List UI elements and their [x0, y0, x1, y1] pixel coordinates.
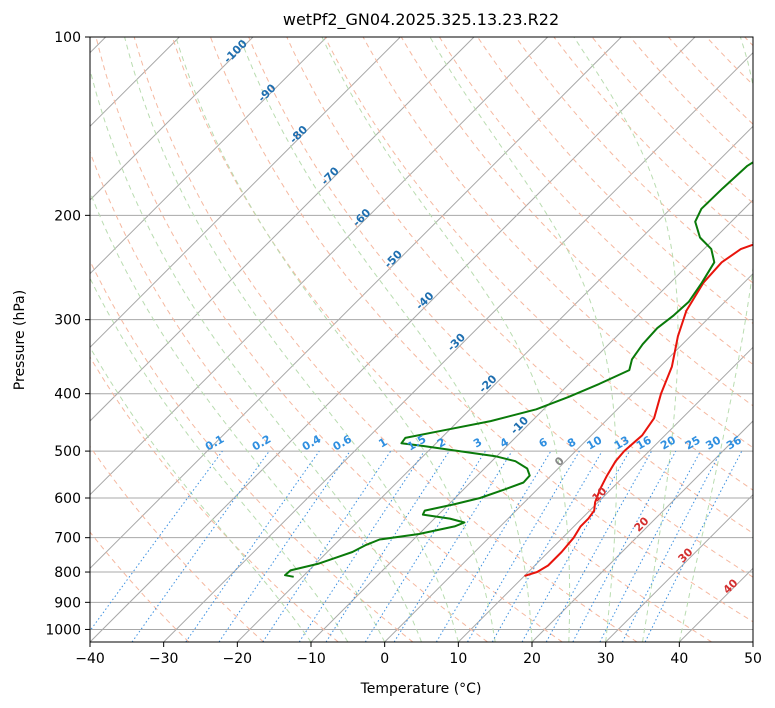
chart-title: wetPf2_GN04.2025.325.13.23.R22 — [283, 10, 559, 30]
dry-adiabat-line — [515, 37, 753, 284]
y-axis: 100 200 300 400 500 600 700 800 900 1000 — [45, 30, 90, 638]
dry-adiabat-line — [210, 37, 753, 623]
isotherm-line — [236, 125, 753, 642]
isotherm-line — [90, 37, 401, 349]
isotherm-line — [90, 37, 475, 422]
mixing-ratio-line — [298, 450, 425, 642]
y-tick-label: 300 — [54, 313, 81, 329]
x-axis: −40 −30 −20 −10 0 10 20 30 40 50 — [75, 642, 762, 667]
mixing-ratio-line — [325, 450, 450, 642]
dewpoint-line — [284, 161, 753, 578]
plot-frame — [89, 36, 754, 643]
dry-adiabat-line — [90, 531, 190, 642]
mixing-ratio-line — [572, 450, 677, 642]
x-tick-label: 30 — [597, 651, 615, 667]
mixing-ratio-line — [218, 450, 351, 642]
y-axis-title: Pressure (hPa) — [12, 290, 28, 390]
x-tick-label: 20 — [523, 651, 541, 667]
isotherm-line — [90, 37, 328, 275]
moist-adiabat-line — [239, 37, 533, 642]
dry-adiabat-line — [90, 259, 414, 642]
isotherm-line — [457, 346, 753, 642]
x-tick-label: 50 — [744, 651, 762, 667]
dry-adiabat-line — [248, 37, 753, 578]
y-tick-label: 400 — [54, 387, 81, 403]
y-tick-label: 700 — [54, 531, 81, 547]
isotherm-line — [163, 51, 753, 642]
isotherm-line — [752, 641, 753, 642]
isotherm-line — [90, 37, 696, 642]
moist-adiabat-line — [90, 346, 312, 642]
moist-adiabat-line — [124, 37, 459, 642]
dry-adiabat-line — [438, 37, 753, 366]
dry-adiabat-line — [400, 37, 753, 407]
x-axis-title: Temperature (°C) — [360, 681, 482, 697]
isotherm-line — [531, 420, 753, 642]
dry-adiabat-line — [90, 356, 339, 642]
isotherm-line — [90, 37, 254, 201]
temperature-line — [524, 243, 753, 577]
y-tick-label: 200 — [54, 208, 81, 224]
y-tick-label: 100 — [54, 30, 81, 46]
profile-lines — [284, 161, 753, 578]
mixing-ratio-line — [131, 450, 270, 642]
mixing-ratio-line — [644, 450, 743, 642]
y-tick-label: 1000 — [45, 622, 81, 638]
y-tick-label: 800 — [54, 565, 81, 581]
plot-background — [90, 37, 753, 642]
moist-adiabat-line — [429, 37, 617, 642]
moist-adiabat-line — [90, 277, 349, 642]
dry-adiabat-line — [133, 37, 638, 642]
dry-adiabat-line — [95, 37, 563, 642]
mixing-ratio-line — [262, 450, 392, 642]
mixing-ratio-line — [545, 450, 653, 642]
x-tick-label: −10 — [296, 651, 326, 667]
background-lines — [90, 37, 753, 642]
x-tick-label: 0 — [380, 651, 389, 667]
y-tick-label: 500 — [54, 444, 81, 460]
mixing-ratio-line — [185, 450, 320, 642]
mixing-ratio-line — [90, 450, 223, 632]
x-tick-label: 10 — [449, 651, 467, 667]
y-tick-label: 900 — [54, 595, 81, 611]
x-tick-label: −20 — [223, 651, 253, 667]
isotherm-line — [605, 493, 753, 642]
isotherm-line — [384, 272, 753, 642]
isotherm-line — [90, 37, 549, 496]
moist-adiabat-line — [175, 37, 496, 642]
x-tick-label: 40 — [670, 651, 688, 667]
moist-adiabat-line — [90, 67, 422, 642]
x-tick-label: −30 — [149, 651, 179, 667]
y-tick-label: 600 — [54, 491, 81, 507]
dry-adiabat-line — [286, 37, 753, 534]
dry-adiabat-line — [90, 150, 488, 642]
isotherm-line — [90, 37, 622, 570]
moist-adiabat-line — [90, 190, 386, 642]
mixing-ratio-line — [393, 450, 513, 642]
dry-adiabat-line — [171, 37, 712, 642]
mixing-ratio-line — [521, 450, 630, 642]
x-tick-label: −40 — [75, 651, 105, 667]
moist-adiabat-line — [573, 37, 679, 642]
dry-adiabat-line — [90, 445, 264, 642]
moist-adiabat-line — [321, 37, 571, 642]
